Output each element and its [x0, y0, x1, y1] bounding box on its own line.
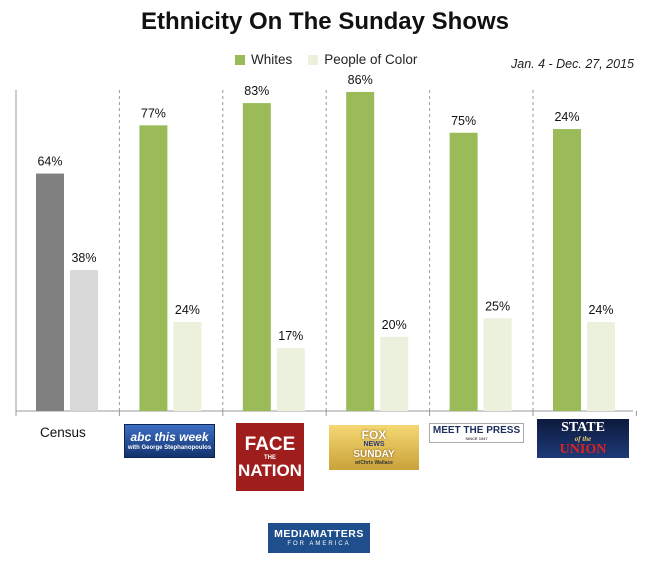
- this-week-logo: abc this week with George Stephanopoulos: [124, 424, 215, 458]
- meet-the-press-logo-line1: MEET THE PRESS: [432, 425, 521, 436]
- bar-people-of-color-0: [70, 270, 98, 411]
- bar-whites-1: [139, 125, 168, 411]
- state-of-the-union-logo: STATE of the UNION: [537, 419, 629, 458]
- this-week-logo-line1: abc this week: [130, 429, 209, 444]
- state-of-the-union-logo-line1: STATE: [561, 419, 605, 435]
- face-the-nation-logo-the: THE: [264, 454, 276, 461]
- media-matters-logo-line1: MEDIAMATTERS: [274, 528, 364, 540]
- bar-whites-0: [36, 173, 64, 411]
- data-label-whites-0: 64%: [37, 155, 62, 169]
- data-label-people-of-color-2: 17%: [278, 329, 303, 343]
- legend-swatch-people-of-color: [308, 54, 319, 65]
- data-label-people-of-color-4: 25%: [485, 299, 510, 313]
- meet-the-press-logo: MEET THE PRESS SINCE 1947: [429, 423, 524, 443]
- data-label-whites-3: 86%: [348, 73, 373, 87]
- face-the-nation-logo-line2: NATION: [238, 460, 302, 480]
- media-matters-logo-line2: FOR AMERICA: [287, 541, 351, 547]
- fox-news-sunday-logo-line1: FOX: [361, 428, 387, 442]
- fox-news-sunday-logo: FOX NEWS SUNDAY w/Chris Wallace: [329, 425, 419, 470]
- fox-news-sunday-logo-line4: w/Chris Wallace: [355, 460, 393, 466]
- bar-people-of-color-5: [587, 321, 615, 411]
- data-label-people-of-color-3: 20%: [382, 318, 407, 332]
- data-label-whites-5: 24%: [554, 110, 579, 124]
- meet-the-press-logo-line2: SINCE 1947: [465, 436, 488, 441]
- fox-news-sunday-logo-line3: SUNDAY: [353, 449, 395, 460]
- data-label-people-of-color-1: 24%: [175, 303, 200, 317]
- chart-title: Ethnicity On The Sunday Shows: [140, 8, 510, 35]
- data-label-whites-4: 75%: [451, 114, 476, 128]
- legend: Whites People of Color: [235, 52, 433, 67]
- bar-people-of-color-4: [483, 318, 512, 411]
- bar-whites-3: [346, 91, 375, 411]
- bar-whites-5: [553, 129, 581, 412]
- legend-swatch-whites: [235, 54, 245, 65]
- legend-label-people-of-color: People of Color: [324, 52, 418, 67]
- state-of-the-union-logo-line2: of the: [574, 434, 592, 443]
- face-the-nation-logo: FACE THE NATION: [236, 423, 304, 491]
- legend-label-whites: Whites: [251, 52, 293, 67]
- data-label-people-of-color-5: 24%: [588, 303, 613, 317]
- bar-whites-2: [242, 103, 271, 411]
- bar-people-of-color-2: [276, 347, 305, 411]
- legend-item-people-of-color: People of Color: [308, 52, 417, 67]
- census-label: Census: [40, 425, 86, 440]
- fox-news-sunday-logo-line2: NEWS: [363, 441, 385, 448]
- state-of-the-union-logo-line3: UNION: [559, 441, 607, 457]
- media-matters-logo: MEDIAMATTERS FOR AMERICA: [268, 523, 370, 553]
- date-range: Jan. 4 - Dec. 27, 2015: [511, 57, 634, 71]
- legend-item-whites: Whites: [235, 52, 292, 67]
- face-the-nation-logo-line1: FACE: [244, 433, 296, 455]
- bar-people-of-color-1: [173, 321, 202, 411]
- data-label-whites-1: 77%: [141, 106, 166, 120]
- data-label-people-of-color-0: 38%: [71, 251, 96, 265]
- this-week-logo-line2: with George Stephanopoulos: [127, 444, 212, 451]
- bar-people-of-color-3: [380, 336, 409, 411]
- data-label-whites-2: 83%: [244, 84, 269, 98]
- bar-whites-4: [449, 132, 478, 411]
